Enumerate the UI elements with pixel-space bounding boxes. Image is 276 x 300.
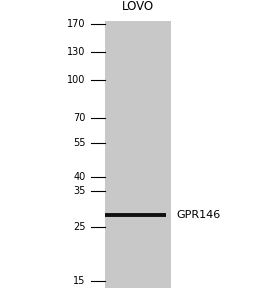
Text: 70: 70 xyxy=(73,113,86,123)
Text: GPR146: GPR146 xyxy=(177,210,221,220)
Text: 130: 130 xyxy=(67,47,86,57)
Text: LOVO: LOVO xyxy=(122,1,154,13)
Text: 40: 40 xyxy=(73,172,86,182)
Text: 15: 15 xyxy=(73,276,86,286)
Text: 170: 170 xyxy=(67,19,86,29)
Text: 35: 35 xyxy=(73,186,86,196)
Text: 100: 100 xyxy=(67,75,86,85)
Text: 25: 25 xyxy=(73,222,86,232)
FancyBboxPatch shape xyxy=(105,21,171,288)
Text: 55: 55 xyxy=(73,138,86,148)
